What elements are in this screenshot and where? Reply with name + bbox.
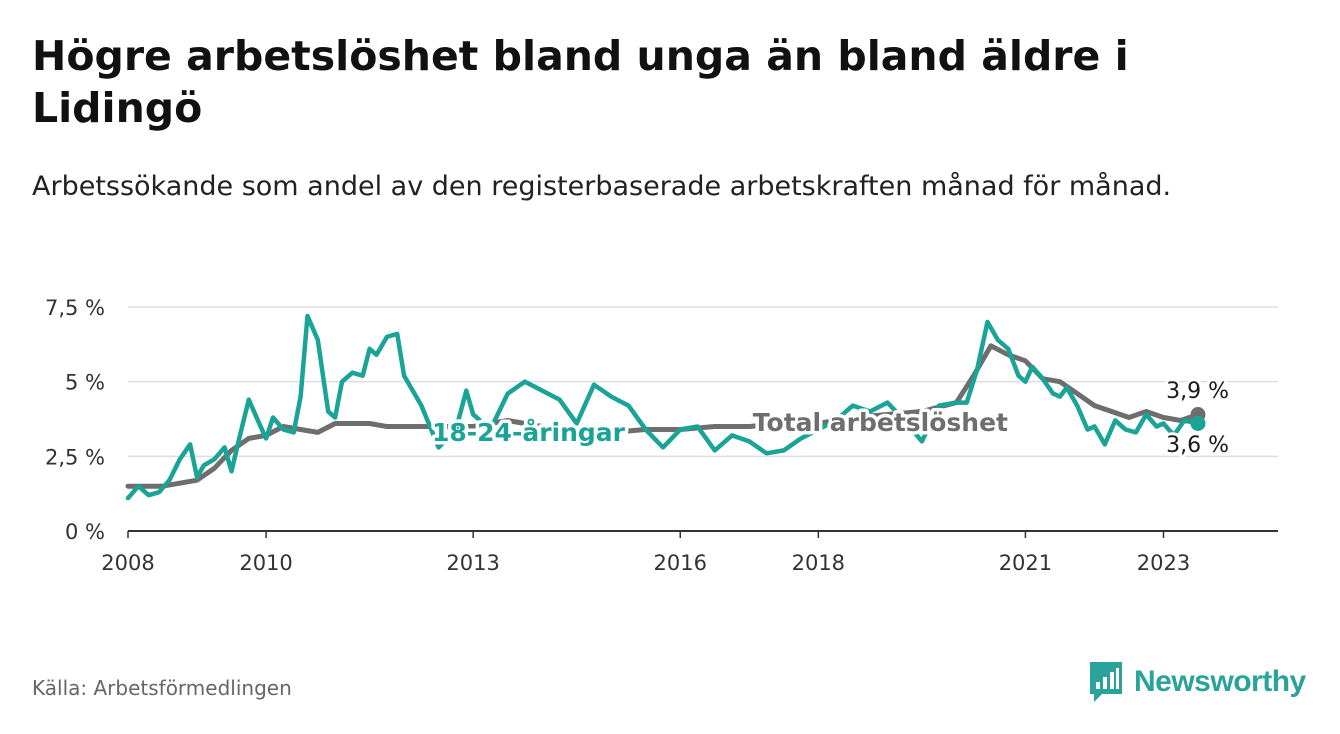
x-tick-label: 2018 [792, 551, 845, 575]
x-tick-label: 2016 [654, 551, 707, 575]
total-series-label: Total arbetslöshet [753, 408, 1008, 437]
total-series-line [125, 343, 1201, 489]
youth-series-label: 18-24-åringar [432, 418, 626, 447]
y-tick-label: 0 % [65, 520, 105, 544]
x-tick-label: 2021 [999, 551, 1052, 575]
source-note: Källa: Arbetsförmedlingen [32, 676, 292, 700]
line-chart: 0 % 2,5 % 5 % 7,5 % 2008 2010 2013 2016 2018 2021… [45, 296, 1278, 575]
x-tick-label: 2023 [1137, 551, 1190, 575]
chart-title: Högre arbetslöshet bland unga än bland ä… [32, 32, 1129, 132]
chart-subtitle: Arbetssökande som andel av den registerb… [32, 171, 1172, 202]
brand-name: Newsworthy [1134, 665, 1306, 698]
x-tick-label: 2010 [239, 551, 292, 575]
newsworthy-logo-icon [1090, 662, 1122, 702]
brand-logo[interactable]: Newsworthy [1088, 660, 1306, 704]
total-end-label: 3,9 % [1166, 379, 1229, 404]
youth-series-line [125, 313, 1201, 501]
youth-end-label: 3,6 % [1166, 433, 1229, 458]
y-tick-label: 5 % [65, 371, 105, 395]
youth-end-point [1190, 415, 1206, 431]
y-tick-label: 7,5 % [45, 296, 105, 320]
y-tick-label: 2,5 % [45, 445, 105, 469]
x-tick-label: 2013 [446, 551, 499, 575]
x-tick-label: 2008 [101, 551, 154, 575]
